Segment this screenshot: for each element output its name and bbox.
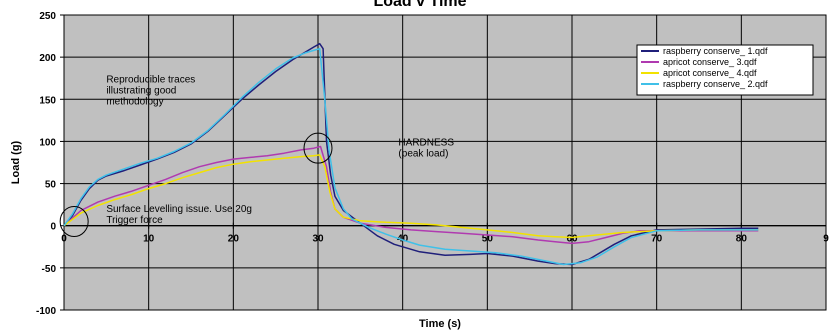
legend-entry: apricot conserve_ 3.qdf xyxy=(663,57,757,67)
annotation-text: Trigger force xyxy=(106,215,163,226)
series-line xyxy=(63,47,759,266)
legend-entry: raspberry conserve_ 1.qdf xyxy=(663,46,768,56)
x-tick-label: 20 xyxy=(228,234,240,245)
annotation-text: methodology xyxy=(106,96,163,107)
y-tick-label: -50 xyxy=(42,264,57,275)
x-tick-label: 50 xyxy=(482,234,494,245)
x-tick-label: 9 xyxy=(823,234,829,245)
series-line xyxy=(63,154,759,239)
x-tick-label: 40 xyxy=(397,234,409,245)
x-tick-label: 0 xyxy=(61,234,67,245)
legend-entry: raspberry conserve_ 2.qdf xyxy=(663,79,768,89)
plot-frame xyxy=(63,14,827,311)
x-tick-label: 80 xyxy=(736,234,748,245)
x-tick-label: 30 xyxy=(312,234,324,245)
series-line xyxy=(63,42,759,266)
y-tick-label: -100 xyxy=(36,306,56,317)
y-tick-label: 100 xyxy=(39,137,56,148)
series-lines xyxy=(63,42,759,266)
annotation-text: Surface Levelling issue. Use 20g xyxy=(106,204,252,215)
y-tick-label: 200 xyxy=(39,53,56,64)
annotation-text: Reproducible traces xyxy=(106,74,195,85)
y-tick-label: 150 xyxy=(39,95,56,106)
y-tick-label: 0 xyxy=(50,222,56,233)
x-axis-label: Time (s) xyxy=(419,318,461,330)
annotation-text: illustrating good xyxy=(106,85,176,96)
legend-entry: apricot conserve_ 4.qdf xyxy=(663,68,757,78)
tick-labels: 250 200 150 100 50 0 -50 -100 0 10 20 30 40 50 60 70 80 9 xyxy=(36,11,829,317)
annotation-text: HARDNESS xyxy=(398,138,454,149)
x-tick-label: 60 xyxy=(566,234,578,245)
legend-box xyxy=(636,44,814,96)
annotation-text: (peak load) xyxy=(398,149,448,160)
gridlines xyxy=(64,15,826,310)
chart-title: Load v Time xyxy=(373,0,466,10)
y-axis-label: Load (g) xyxy=(10,140,22,184)
x-tick-label: 10 xyxy=(143,234,155,245)
y-tick-label: 250 xyxy=(39,11,56,22)
highlight-circle xyxy=(59,206,89,237)
x-tick-label: 70 xyxy=(651,234,663,245)
highlight-circle xyxy=(303,132,333,164)
y-tick-label: 50 xyxy=(45,180,57,191)
